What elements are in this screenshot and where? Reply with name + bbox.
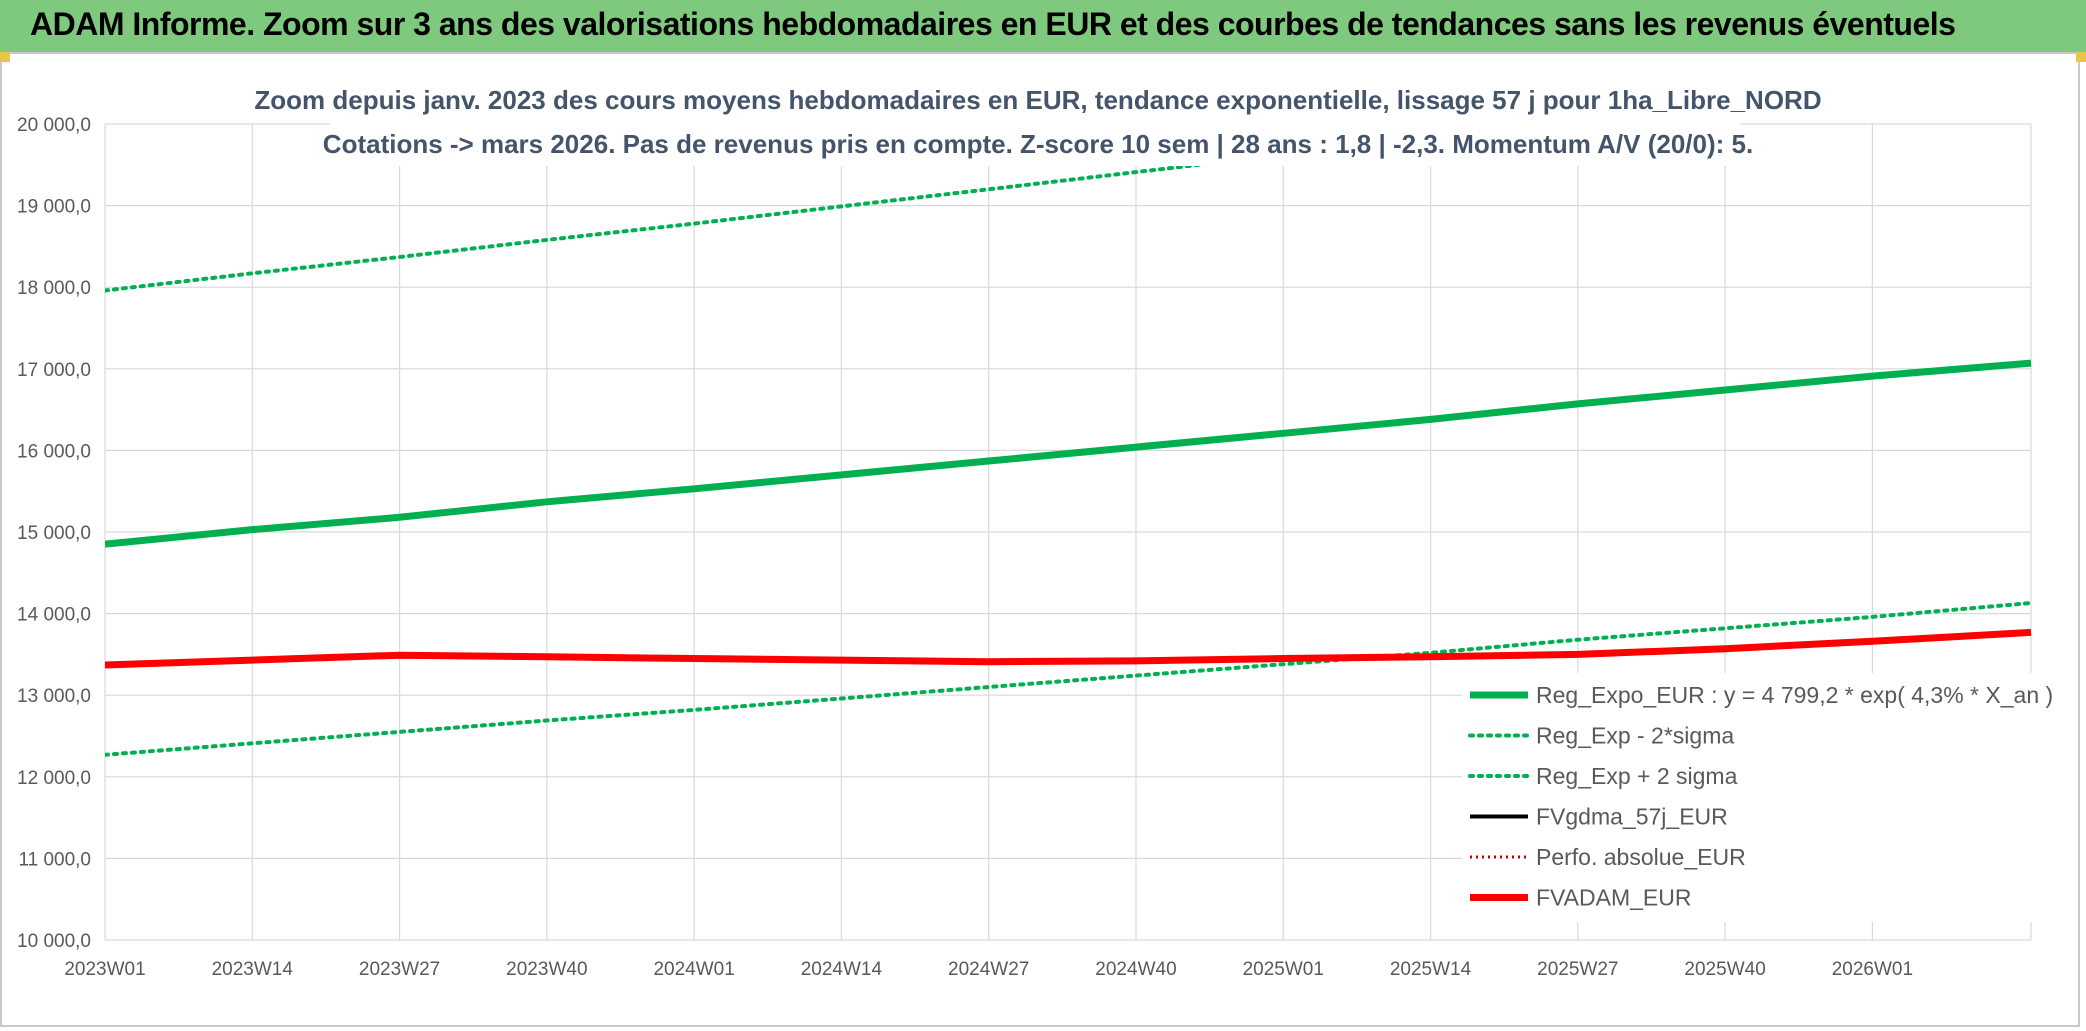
x-tick-label: 2024W14	[801, 959, 883, 980]
y-tick-label: 15 000,0	[17, 523, 91, 544]
chart-title-block: Zoom depuis janv. 2023 des cours moyens …	[254, 78, 1822, 166]
chart-title: Zoom depuis janv. 2023 des cours moyens …	[254, 85, 1821, 115]
y-tick-label: 19 000,0	[17, 197, 91, 218]
y-tick-label: 20 000,0	[17, 115, 91, 136]
x-tick-label: 2024W01	[653, 959, 734, 980]
x-tick-label: 2025W27	[1537, 959, 1618, 980]
x-tick-label: 2023W01	[64, 959, 145, 980]
title-background	[330, 78, 1740, 166]
y-tick-label: 12 000,0	[17, 768, 91, 789]
series-lines	[105, 122, 2033, 757]
x-tick-label: 2024W27	[948, 959, 1029, 980]
y-tick-label: 16 000,0	[17, 441, 91, 462]
legend-label: Perfo. absolue_EUR	[1536, 844, 1746, 870]
series-line	[105, 122, 1571, 293]
legend-label: FVgdma_57j_EUR	[1536, 804, 1728, 830]
x-tick-label: 2023W14	[212, 959, 294, 980]
x-tick-label: 2025W01	[1243, 959, 1324, 980]
report-title: ADAM Informe. Zoom sur 3 ans des valoris…	[30, 6, 1956, 42]
x-tick-label: 2026W01	[1832, 959, 1913, 980]
legend-label: Reg_Expo_EUR : y = 4 799,2 * exp( 4,3% *…	[1536, 682, 2053, 708]
corner-marker	[2076, 52, 2086, 62]
x-tick-label: 2024W40	[1095, 959, 1176, 980]
legend: Reg_Expo_EUR : y = 4 799,2 * exp( 4,3% *…	[1462, 673, 2053, 922]
y-tick-label: 17 000,0	[17, 360, 91, 381]
y-tick-label: 11 000,0	[18, 849, 91, 870]
y-tick-label: 10 000,0	[17, 931, 91, 952]
legend-label: FVADAM_EUR	[1536, 885, 1692, 911]
legend-background	[1462, 673, 2032, 922]
x-tick-label: 2023W40	[506, 959, 587, 980]
corner-marker	[0, 52, 10, 62]
x-tick-label: 2025W40	[1684, 959, 1765, 980]
y-tick-label: 18 000,0	[17, 278, 91, 299]
y-tick-label: 13 000,0	[17, 686, 91, 707]
y-tick-label: 14 000,0	[17, 605, 91, 626]
series-line	[105, 628, 2032, 669]
title-banner: ADAM Informe. Zoom sur 3 ans des valoris…	[0, 0, 2086, 52]
axes: 10 000,0 11 000,0 12 000,0 13 000,0 14 000,0…	[17, 115, 1913, 980]
chart-subtitle: Cotations -> mars 2026. Pas de revenus p…	[323, 129, 1753, 159]
legend-label: Reg_Exp - 2*sigma	[1536, 723, 1734, 749]
legend-label: Reg_Exp + 2 sigma	[1536, 763, 1738, 789]
series-line	[105, 359, 2032, 548]
x-tick-label: 2025W14	[1390, 959, 1472, 980]
series-line	[105, 601, 2033, 757]
x-tick-label: 2023W27	[359, 959, 440, 980]
